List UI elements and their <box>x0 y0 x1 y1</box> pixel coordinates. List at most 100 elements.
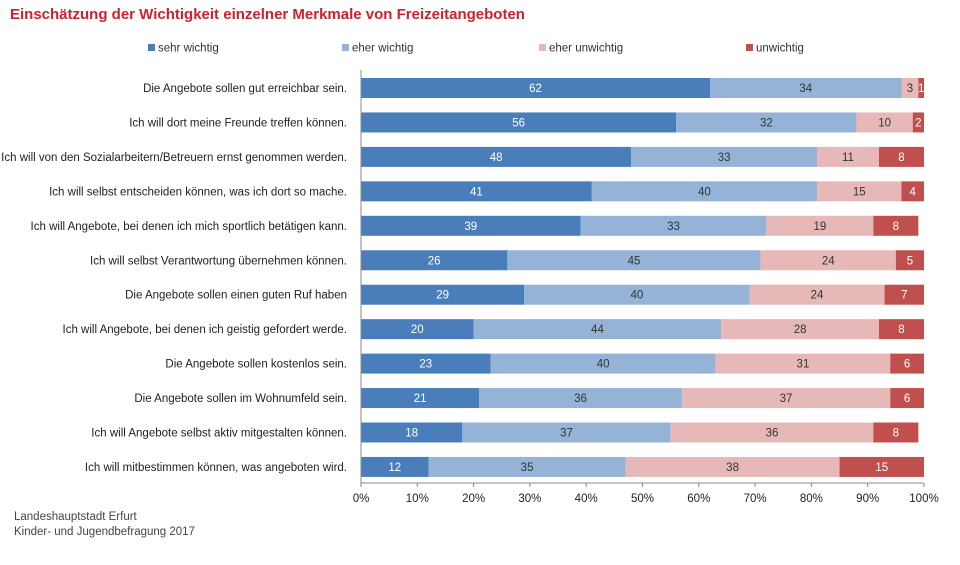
x-tick-label: 40% <box>575 493 598 505</box>
data-label-eher-wichtig: 32 <box>760 117 773 129</box>
bar-segment-unwichtig <box>873 422 919 443</box>
legend: sehr wichtig eher wichtig eher unwichtig un… <box>148 43 804 55</box>
data-label-unwichtig: 8 <box>898 152 904 164</box>
bars: 62 34 3 156 32 10 248 33 11 841 40 15 439 33 19 826 45 24… <box>361 78 924 477</box>
bar-segment-sehr-wichtig <box>361 215 581 236</box>
source-line-2: Kinder- und Jugendbefragung 2017 <box>14 526 195 538</box>
bar-segment-eher-wichtig <box>591 181 818 202</box>
x-tick-label: 50% <box>631 493 654 505</box>
category-label: Ich will dort meine Freunde treffen könn… <box>129 117 347 129</box>
bar-segment-sehr-wichtig <box>361 181 592 202</box>
data-label-eher-unwichtig: 11 <box>842 152 854 164</box>
data-label-sehr-wichtig: 23 <box>419 359 432 371</box>
bar-segment-eher-wichtig <box>631 146 818 167</box>
category-label: Ich will Angebote selbst aktiv mitgestal… <box>91 428 347 440</box>
data-label-sehr-wichtig: 41 <box>470 186 483 198</box>
data-label-eher-wichtig: 35 <box>521 462 534 474</box>
legend-swatch-eher-unwichtig <box>539 44 546 51</box>
bar-segment-eher-wichtig <box>490 353 716 374</box>
bar-segment-eher-unwichtig <box>817 146 879 167</box>
bar-segment-eher-unwichtig <box>760 250 896 271</box>
data-label-eher-unwichtig: 31 <box>797 359 810 371</box>
bar-segment-unwichtig <box>884 284 924 305</box>
category-label: Die Angebote sollen einen guten Ruf habe… <box>125 290 347 302</box>
chart-title: Einschätzung der Wichtigkeit einzelner M… <box>10 6 525 23</box>
x-tick-label: 90% <box>856 493 879 505</box>
bar-segment-unwichtig <box>839 456 924 477</box>
bar-segment-eher-wichtig <box>479 388 682 409</box>
x-tick-label: 20% <box>462 493 485 505</box>
data-label-eher-unwichtig: 19 <box>813 221 826 233</box>
data-label-eher-wichtig: 34 <box>799 83 812 95</box>
category-label: Ich will von den Sozialarbeitern/Betreue… <box>1 152 347 164</box>
data-label-eher-wichtig: 40 <box>597 359 610 371</box>
data-label-sehr-wichtig: 21 <box>414 393 427 405</box>
bar-segment-eher-unwichtig <box>681 388 891 409</box>
data-label-eher-wichtig: 37 <box>560 428 573 440</box>
data-label-unwichtig: 8 <box>893 221 899 233</box>
data-label-eher-unwichtig: 10 <box>878 117 891 129</box>
data-label-unwichtig: 4 <box>910 186 917 198</box>
bar-segment-eher-unwichtig <box>670 422 874 443</box>
bar-segment-eher-wichtig <box>507 250 761 271</box>
bar-segment-unwichtig <box>890 353 924 374</box>
category-label: Die Angebote sollen gut erreichbar sein. <box>143 83 347 95</box>
bar-segment-sehr-wichtig <box>361 250 508 271</box>
x-tick-label: 80% <box>800 493 823 505</box>
bar-segment-eher-unwichtig <box>817 181 902 202</box>
data-label-eher-unwichtig: 3 <box>907 83 913 95</box>
bar-segment-sehr-wichtig <box>361 112 677 133</box>
bar-segment-eher-unwichtig <box>749 284 885 305</box>
x-tick-label: 70% <box>744 493 767 505</box>
data-label-sehr-wichtig: 39 <box>464 221 477 233</box>
x-tick-label: 60% <box>687 493 710 505</box>
legend-label-eher-unwichtig: eher unwichtig <box>549 43 623 55</box>
legend-swatch-sehr-wichtig <box>148 44 155 51</box>
source-line-1: Landeshauptstadt Erfurt <box>14 511 137 523</box>
bar-segment-unwichtig <box>873 215 919 236</box>
data-label-eher-wichtig: 33 <box>667 221 680 233</box>
x-axis: 0% 10% 20% 30% 40% 50% 60% 70% 80% 90% 100% <box>353 70 939 505</box>
legend-swatch-eher-wichtig <box>342 44 349 51</box>
bar-segment-eher-wichtig <box>428 456 626 477</box>
bar-segment-unwichtig <box>890 388 924 409</box>
data-label-eher-unwichtig: 36 <box>766 428 779 440</box>
category-label: Die Angebote sollen im Wohnumfeld sein. <box>134 393 347 405</box>
category-label: Ich will mitbestimmen können, was angebo… <box>85 462 347 474</box>
bar-segment-unwichtig <box>878 146 924 167</box>
bar-segment-eher-unwichtig <box>901 78 919 98</box>
category-label: Ich will Angebote, bei denen ich geistig… <box>63 324 348 336</box>
bar-segment-eher-unwichtig <box>766 215 874 236</box>
bar-segment-unwichtig <box>895 250 924 271</box>
x-tick-label: 30% <box>518 493 541 505</box>
bar-segment-sehr-wichtig <box>361 353 491 374</box>
category-label: Die Angebote sollen kostenlos sein. <box>165 359 347 371</box>
bar-segment-sehr-wichtig <box>361 388 480 409</box>
bar-segment-eher-unwichtig <box>856 112 913 133</box>
data-label-eher-unwichtig: 15 <box>853 186 866 198</box>
bar-segment-sehr-wichtig <box>361 456 429 477</box>
bar-segment-sehr-wichtig <box>361 422 463 443</box>
data-label-sehr-wichtig: 56 <box>512 117 525 129</box>
data-label-eher-unwichtig: 24 <box>822 255 835 267</box>
data-label-eher-unwichtig: 38 <box>726 462 739 474</box>
bar-segment-sehr-wichtig <box>361 146 632 167</box>
bar-segment-eher-wichtig <box>580 215 767 236</box>
data-label-unwichtig: 7 <box>901 290 907 302</box>
x-tick-label: 10% <box>406 493 429 505</box>
data-label-eher-unwichtig: 37 <box>780 393 793 405</box>
data-label-eher-wichtig: 33 <box>718 152 731 164</box>
category-labels: Die Angebote sollen gut erreichbar sein.… <box>1 83 347 474</box>
bar-segment-unwichtig <box>878 319 924 340</box>
legend-label-unwichtig: unwichtig <box>756 43 804 55</box>
data-label-sehr-wichtig: 26 <box>428 255 441 267</box>
legend-label-eher-wichtig: eher wichtig <box>352 43 413 55</box>
x-tick-label: 0% <box>353 493 370 505</box>
data-label-unwichtig: 1 <box>918 83 924 95</box>
data-label-unwichtig: 6 <box>904 359 910 371</box>
bar-segment-sehr-wichtig <box>361 319 474 340</box>
bar-segment-eher-unwichtig <box>625 456 840 477</box>
x-tick-label: 100% <box>909 493 938 505</box>
data-label-unwichtig: 6 <box>904 393 910 405</box>
